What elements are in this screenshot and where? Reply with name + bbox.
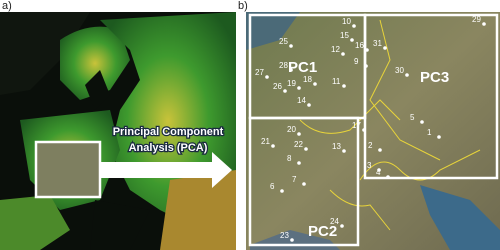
site-dot xyxy=(352,24,356,28)
region-label: PC1 xyxy=(288,59,317,76)
site-dot xyxy=(383,46,387,50)
site-dot xyxy=(386,175,390,179)
site-dot xyxy=(307,103,311,107)
panel-label: a) xyxy=(2,0,12,12)
site-label: 14 xyxy=(297,96,306,105)
site-label: 19 xyxy=(287,79,296,88)
site-label: 22 xyxy=(294,140,303,149)
region-label: PC3 xyxy=(420,69,449,86)
site-dot xyxy=(297,86,301,90)
site-label: 21 xyxy=(261,137,270,146)
site-label: 25 xyxy=(279,37,288,46)
site-label: 18 xyxy=(303,75,312,84)
site-dot xyxy=(265,75,269,79)
site-dot xyxy=(342,149,346,153)
site-label: 4 xyxy=(376,168,381,177)
site-label: 16 xyxy=(355,41,364,50)
site-label: 28 xyxy=(279,61,288,70)
detail-map: PC1 PC2 PC3 1234567891011121314151617181… xyxy=(246,12,500,250)
site-dot xyxy=(280,189,284,193)
site-dot xyxy=(302,182,306,186)
site-dot xyxy=(437,135,441,139)
site-label: 13 xyxy=(332,142,341,151)
site-label: 24 xyxy=(330,217,339,226)
site-label: 8 xyxy=(287,154,292,163)
site-dot xyxy=(283,89,287,93)
site-label: 20 xyxy=(287,125,296,134)
site-label: 1 xyxy=(427,128,432,137)
site-dot xyxy=(289,68,293,72)
site-label: 12 xyxy=(331,45,340,54)
site-dot xyxy=(405,73,409,77)
site-label: 15 xyxy=(340,31,349,40)
site-dot xyxy=(297,161,301,165)
site-label: 27 xyxy=(255,68,264,77)
site-label: 23 xyxy=(280,231,289,240)
site-dot xyxy=(350,38,354,42)
site-label: 29 xyxy=(472,15,481,24)
site-label: 5 xyxy=(410,113,415,122)
site-dot xyxy=(289,44,293,48)
site-dot xyxy=(378,148,382,152)
site-label: 10 xyxy=(342,17,351,26)
site-label: 30 xyxy=(395,66,404,75)
site-dot xyxy=(340,224,344,228)
site-dot xyxy=(342,84,346,88)
site-dot xyxy=(364,64,368,68)
site-label: 9 xyxy=(354,57,359,66)
site-dot xyxy=(341,52,345,56)
site-dot xyxy=(313,82,317,86)
site-dot xyxy=(377,168,381,172)
site-label: 3 xyxy=(367,161,372,170)
panel-label: b) xyxy=(238,0,248,12)
region-label: PC2 xyxy=(308,223,337,240)
site-dot xyxy=(420,120,424,124)
arrow-label: Principal Component xyxy=(113,126,224,138)
site-dot xyxy=(365,48,369,52)
arrow-label: Analysis (PCA) xyxy=(129,142,208,154)
site-dot xyxy=(362,128,366,132)
site-dot xyxy=(304,147,308,151)
site-label: 26 xyxy=(273,82,282,91)
site-label: 17 xyxy=(352,121,361,130)
site-label: 2 xyxy=(368,141,373,150)
site-label: 31 xyxy=(373,39,382,48)
site-dot xyxy=(482,22,486,26)
site-dot xyxy=(297,132,301,136)
site-label: 7 xyxy=(292,175,297,184)
site-label: 6 xyxy=(270,182,275,191)
site-label: 11 xyxy=(332,77,341,86)
site-dot xyxy=(271,144,275,148)
overview-map: Principal Component Analysis (PCA) xyxy=(0,12,236,250)
site-dot xyxy=(290,238,294,242)
